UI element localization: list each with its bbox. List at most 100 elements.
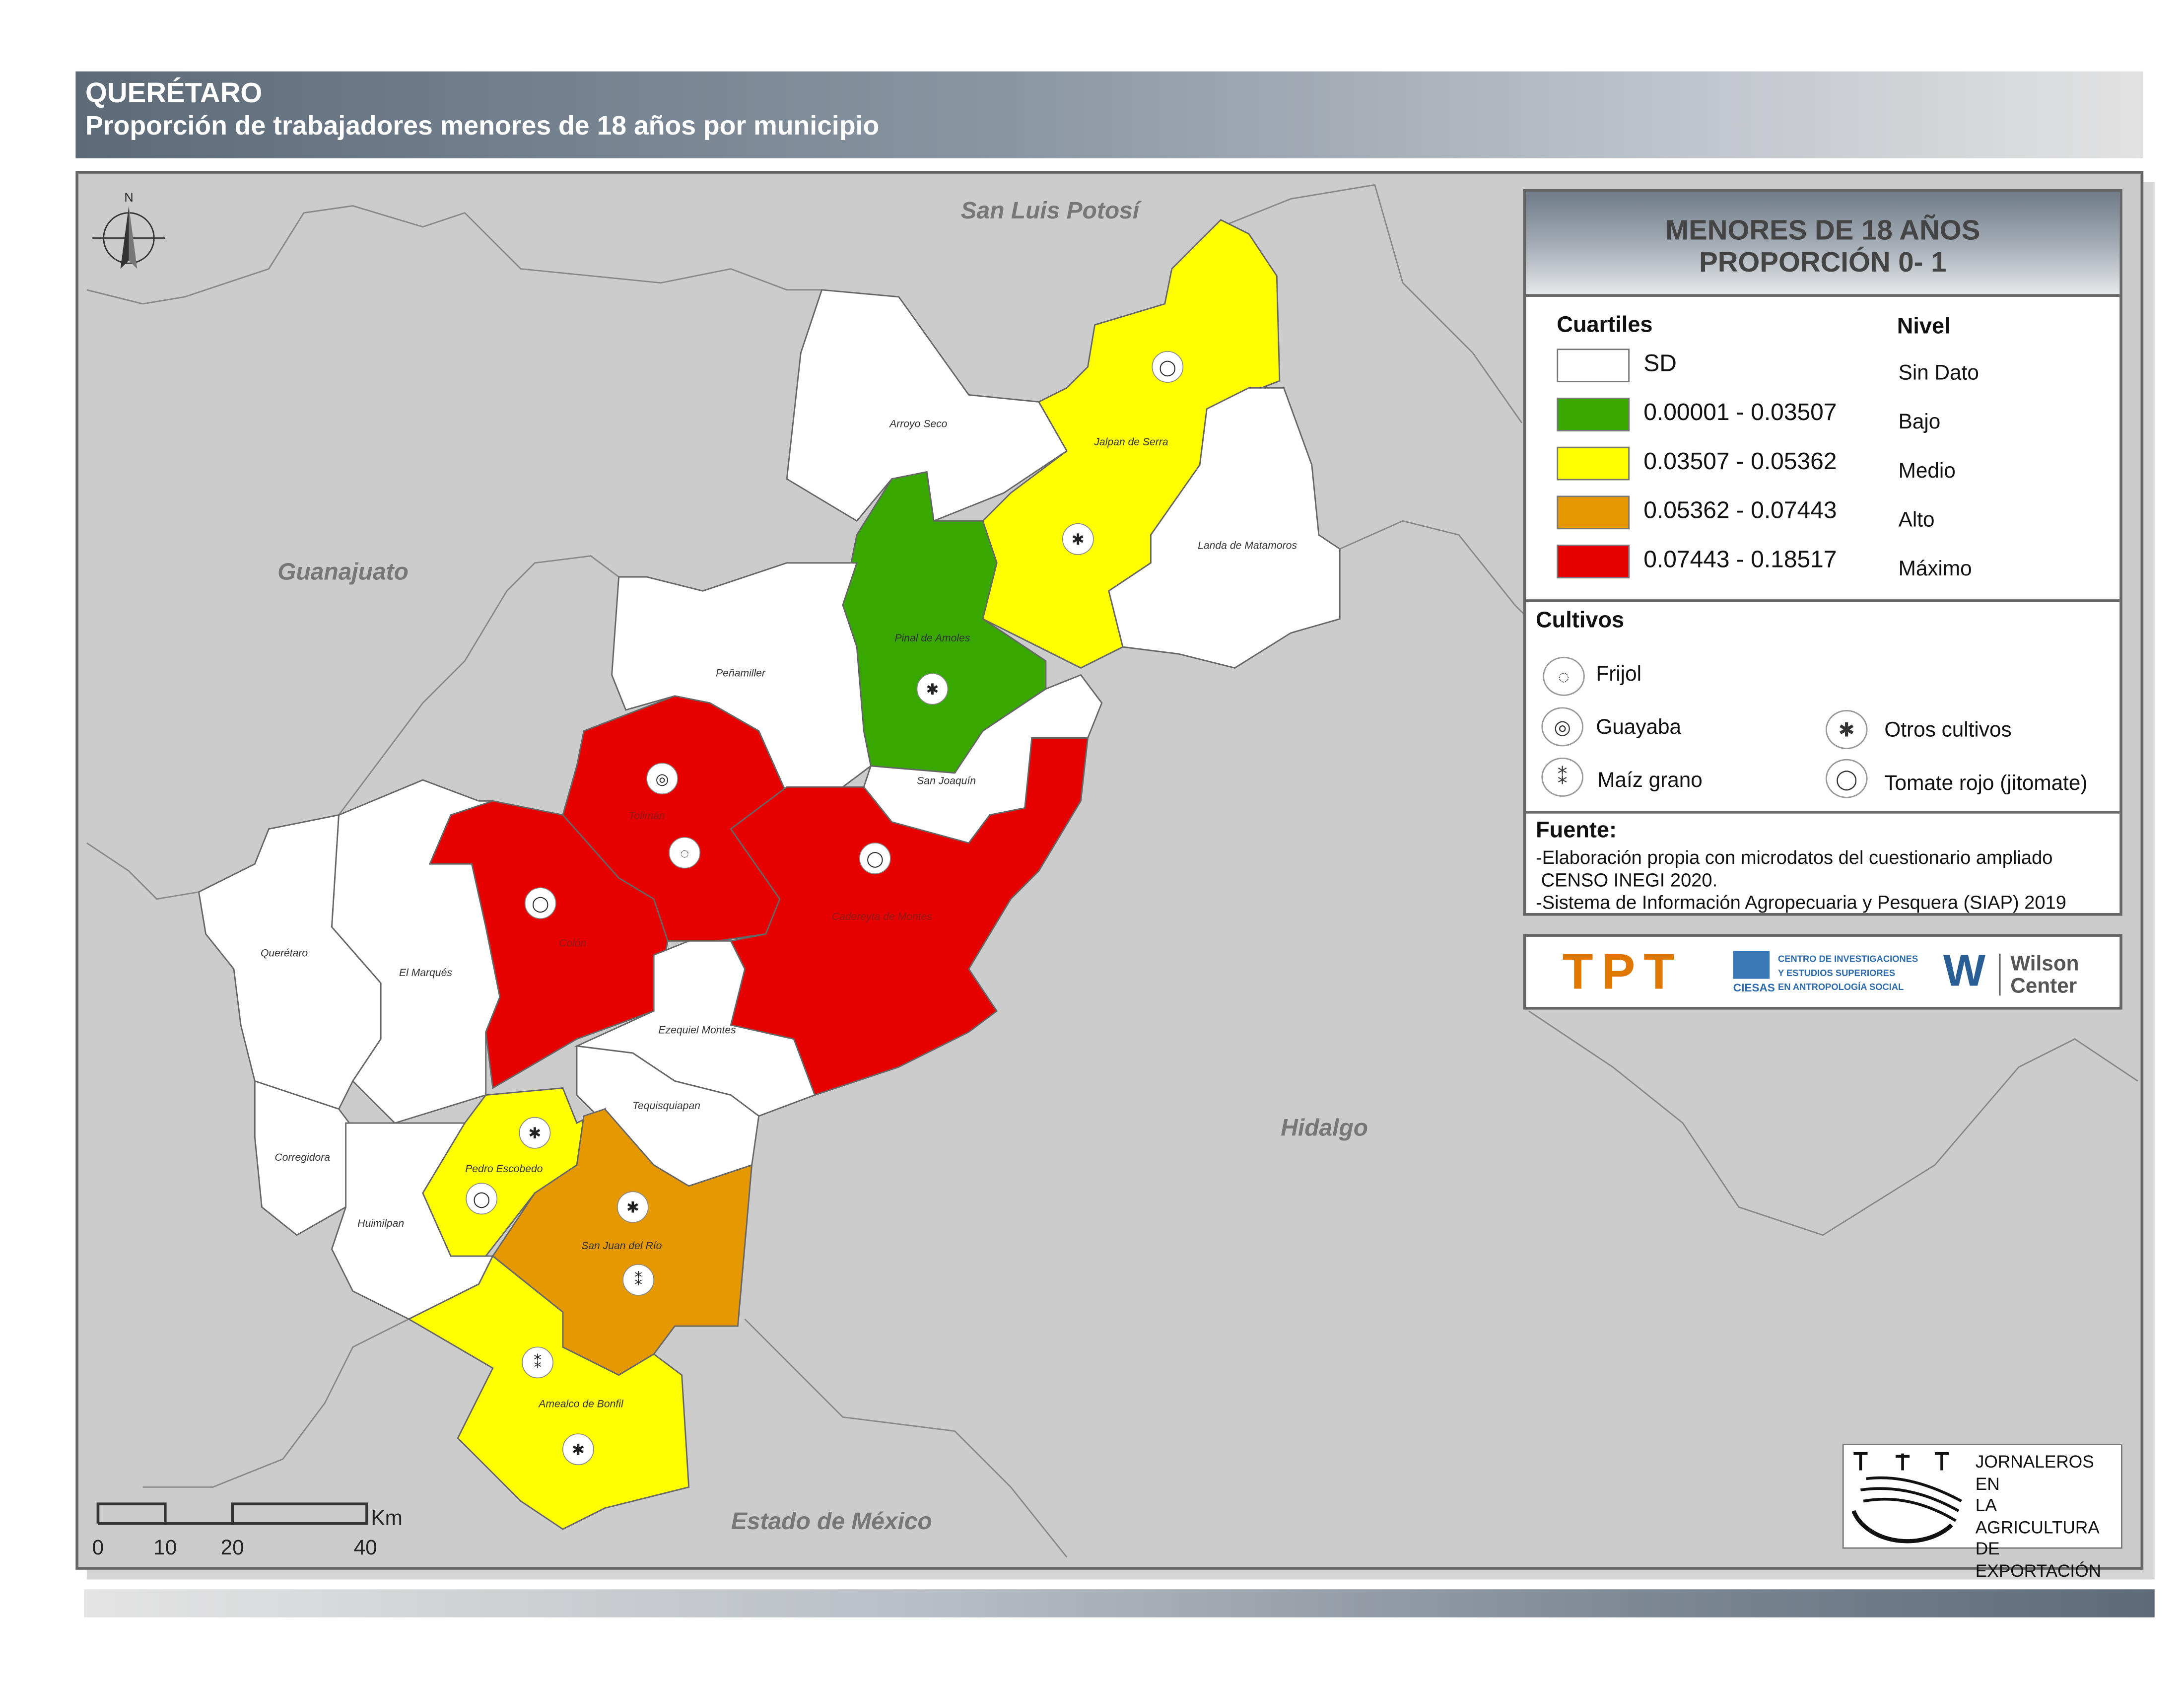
municipality-label: San Joaquín xyxy=(917,775,976,786)
municipality-label: Landa de Matamoros xyxy=(1198,540,1297,552)
legend-level: Sin Dato xyxy=(1898,361,1979,385)
border-line xyxy=(86,205,822,305)
source-line: -Elaboración propia con microdatos del c… xyxy=(1536,847,2053,868)
map-canvas[interactable]: Arroyo Seco Jalpan de Serra Landa de Matam… xyxy=(78,174,2141,1567)
otros-icon-glyph: ✱ xyxy=(1072,531,1085,548)
legend-subtitle: PROPORCIÓN 0- 1 xyxy=(1699,248,1947,279)
maiz-icon xyxy=(522,1346,553,1379)
legend-header: MENORES DE 18 AÑOS PROPORCIÓN 0- 1 xyxy=(1526,192,2120,297)
scale-tick: 20 xyxy=(221,1536,244,1559)
legend-level: Máximo xyxy=(1898,557,1972,581)
maiz-icon: ⁑ xyxy=(1541,757,1583,797)
crop-label-tomate: Tomate rojo (jitomate) xyxy=(1884,772,2088,796)
border-line xyxy=(86,842,199,900)
legend-panel: MENORES DE 18 AÑOS PROPORCIÓN 0- 1 Cuart… xyxy=(1523,189,2122,916)
otros-icon-glyph: ✱ xyxy=(626,1199,639,1216)
otros-icon xyxy=(916,673,949,705)
legend-range: 0.00001 - 0.03507 xyxy=(1643,399,1837,426)
municipality-landa-de-matamoros[interactable] xyxy=(1108,387,1341,669)
map-subtitle: Proporción de trabajadores menores de 18… xyxy=(85,112,880,141)
title-bar: QUERÉTARO Proporción de trabajadores men… xyxy=(75,71,2144,158)
tomate-icon-glyph: ◯ xyxy=(532,895,549,913)
tomate-icon xyxy=(466,1183,498,1215)
border-line xyxy=(1528,1010,2138,1236)
neighbor-label-guanajuato: Guanajuato xyxy=(277,559,409,585)
municipality-corregidora[interactable] xyxy=(254,1080,361,1236)
municipality-amealco-de-bonfil[interactable] xyxy=(407,1255,690,1530)
otros-icon-glyph: ✱ xyxy=(926,681,939,698)
municipality-label: San Juan del Río xyxy=(581,1240,662,1252)
jornaleros-line: LA AGRICULTURA xyxy=(1975,1495,2100,1537)
ciesas-line: Y ESTUDIOS SUPERIORES xyxy=(1778,969,1896,979)
fuente-heading: Fuente: xyxy=(1536,819,1617,843)
wilson-line: Wilson xyxy=(2010,952,2079,976)
divider xyxy=(1526,599,2120,602)
wilson-line: Center xyxy=(2010,975,2077,999)
jornaleros-line: DE EXPORTACIÓN xyxy=(1975,1539,2102,1580)
municipality-label: Cadereyta de Montes xyxy=(832,911,933,922)
municipality-label: Corregidora xyxy=(274,1152,330,1163)
tomate-icon-glyph: ◯ xyxy=(1159,358,1176,376)
jornaleros-emblem-icon xyxy=(1851,1452,1962,1544)
tomate-icon xyxy=(524,887,556,919)
municipality-label: Jalpan de Serra xyxy=(1093,436,1168,448)
ciesas-line: CENTRO DE INVESTIGACIONES xyxy=(1778,955,1918,965)
north-label: N xyxy=(124,191,133,205)
legend-swatch xyxy=(1557,398,1630,431)
otros-icon xyxy=(1062,523,1094,555)
neighbor-state-borders xyxy=(86,184,2138,1558)
ciesas-name: CENTRO DE INVESTIGACIONES Y ESTUDIOS SUP… xyxy=(1778,954,1918,996)
maiz-icon xyxy=(622,1264,655,1296)
footer-bar xyxy=(84,1589,2155,1618)
scale-tick: 0 xyxy=(92,1536,104,1559)
border-line xyxy=(1220,184,1523,423)
neighbor-label-hidalgo: Hidalgo xyxy=(1281,1115,1368,1141)
legend-range: 0.05362 - 0.07443 xyxy=(1643,497,1837,524)
scale-unit: Km xyxy=(371,1506,402,1530)
municipalities xyxy=(198,219,1341,1530)
legend-level: Alto xyxy=(1898,508,1935,532)
municipality-label: Pedro Escobedo xyxy=(465,1163,543,1175)
nivel-heading: Nivel xyxy=(1897,315,1951,339)
municipality-label: Pinal de Amoles xyxy=(894,633,970,644)
legend-level: Bajo xyxy=(1898,410,1941,434)
logos-panel: TPT CIESAS CENTRO DE INVESTIGACIONES Y E… xyxy=(1523,934,2122,1010)
otros-icon xyxy=(519,1117,551,1149)
neighbor-label-slp: San Luis Potosí xyxy=(961,198,1142,224)
legend-swatch xyxy=(1557,495,1630,530)
municipality-label: Querétaro xyxy=(261,947,308,959)
legend-swatch xyxy=(1557,446,1630,481)
source-line: -Sistema de Información Agropecuaria y P… xyxy=(1536,892,2066,913)
municipality-label: Tequisquiapan xyxy=(632,1100,700,1112)
jornaleros-text: JORNALEROS EN LA AGRICULTURA DE EXPORTAC… xyxy=(1976,1452,2121,1582)
source-line: CENSO INEGI 2020. xyxy=(1536,869,1718,891)
legend-range: 0.03507 - 0.05362 xyxy=(1643,448,1837,475)
border-line xyxy=(338,555,619,816)
tpt-logo: TPT xyxy=(1562,942,1683,1000)
state-title: QUERÉTARO xyxy=(85,78,263,109)
crop-label-maiz: Maíz grano xyxy=(1597,769,1703,793)
otros-icon-glyph: ✱ xyxy=(572,1441,585,1458)
border-line xyxy=(744,1318,1068,1558)
municipality-label: Colón xyxy=(559,938,586,949)
guayaba-icon xyxy=(646,763,678,795)
divider xyxy=(1526,811,2120,814)
wilson-logo: Wilson Center xyxy=(2010,952,2079,999)
ciesas-line: EN ANTROPOLOGÍA SOCIAL xyxy=(1778,983,1904,993)
municipality-label: Arroyo Seco xyxy=(888,418,948,429)
crop-label-frijol: Frijol xyxy=(1596,662,1642,687)
crop-label-guayaba: Guayaba xyxy=(1596,715,1682,740)
otros-icon xyxy=(562,1433,594,1466)
municipality-el-marques[interactable] xyxy=(331,779,501,1124)
municipality-label: Peñamiller xyxy=(716,667,766,679)
divider xyxy=(1999,953,2001,996)
otros-icon-glyph: ✱ xyxy=(528,1125,541,1142)
border-line xyxy=(142,1318,410,1488)
municipality-label: Huimilpan xyxy=(357,1218,404,1229)
frijol-icon: ◌ xyxy=(1543,656,1585,696)
tomate-icon xyxy=(859,843,891,874)
legend-range: 0.07443 - 0.18517 xyxy=(1643,546,1837,573)
legend-swatch xyxy=(1557,545,1630,578)
jornaleros-line: JORNALEROS EN xyxy=(1975,1452,2094,1494)
